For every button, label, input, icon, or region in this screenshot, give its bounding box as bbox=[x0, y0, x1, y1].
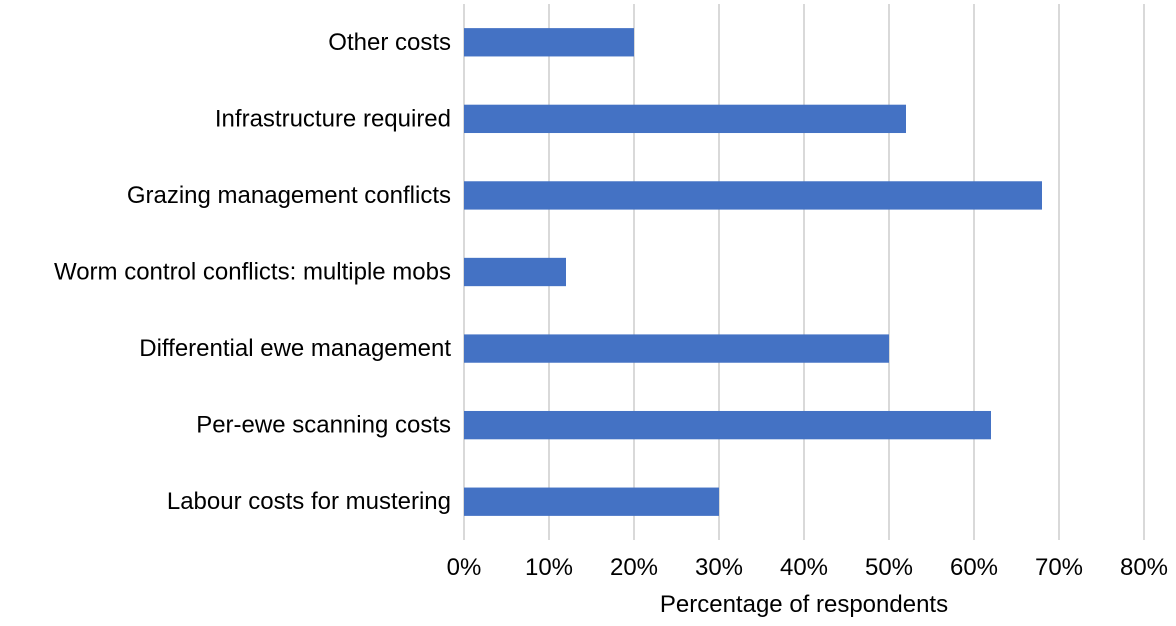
category-labels: Other costs Infrastructure required Grazin… bbox=[54, 29, 451, 515]
category-label: Infrastructure required bbox=[215, 105, 451, 132]
x-tick-label: 80% bbox=[1120, 554, 1168, 581]
bars bbox=[464, 28, 1042, 516]
category-label: Grazing management conflicts bbox=[127, 182, 451, 209]
x-axis-title: Percentage of respondents bbox=[660, 591, 948, 618]
bar bbox=[464, 487, 719, 516]
category-label: Per-ewe scanning costs bbox=[196, 412, 451, 439]
x-tick-label: 10% bbox=[525, 554, 573, 581]
x-tick-label: 50% bbox=[865, 554, 913, 581]
x-tick-label: 20% bbox=[610, 554, 658, 581]
x-tick-label: 70% bbox=[1035, 554, 1083, 581]
bar bbox=[464, 257, 566, 287]
gridlines bbox=[463, 4, 1145, 540]
category-label: Other costs bbox=[328, 29, 451, 56]
category-label: Differential ewe management bbox=[139, 335, 451, 362]
bar bbox=[464, 104, 906, 134]
bar bbox=[464, 181, 1042, 210]
category-label: Worm control conflicts: multiple mobs bbox=[54, 259, 451, 286]
bar bbox=[464, 28, 634, 57]
x-tick-label: 60% bbox=[950, 554, 998, 581]
category-label: Labour costs for mustering bbox=[167, 488, 451, 515]
x-tick-label: 30% bbox=[695, 554, 743, 581]
bar bbox=[464, 410, 991, 440]
x-tick-label: 40% bbox=[780, 554, 828, 581]
x-tick-labels: 0% 10% 20% 30% 40% 50% 60% 70% 80% bbox=[447, 554, 1168, 581]
x-tick-label: 0% bbox=[447, 554, 482, 581]
bar bbox=[464, 334, 889, 363]
